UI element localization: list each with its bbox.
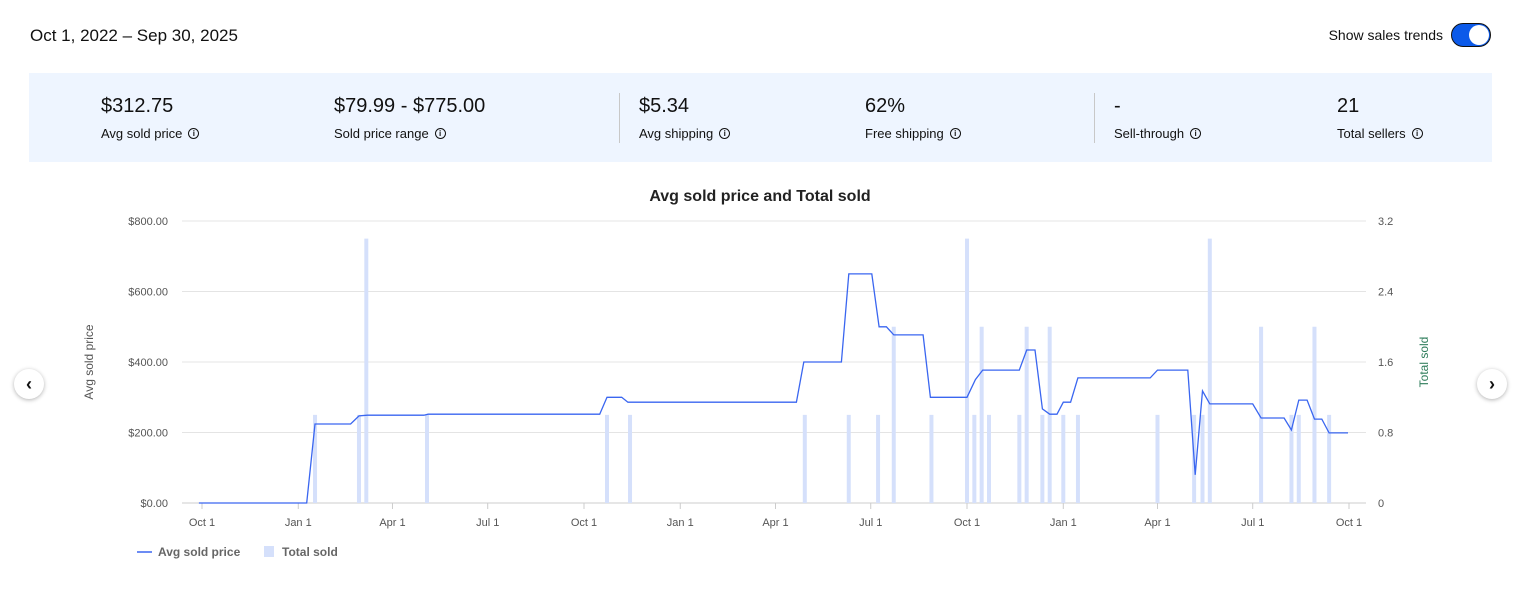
y-tick-left: $200.00 xyxy=(128,428,168,440)
y-tick-right: 2.4 xyxy=(1378,287,1393,299)
stat-label: Avg sold price xyxy=(101,126,183,141)
y-tick-right: 1.6 xyxy=(1378,357,1393,369)
y-tick-left: $600.00 xyxy=(128,287,168,299)
x-tick-label: Jul 1 xyxy=(476,517,499,529)
y-tick-right: 3.2 xyxy=(1378,216,1393,228)
prev-chart-button[interactable]: ‹ xyxy=(14,369,44,399)
bar-total-sold xyxy=(846,414,851,503)
bar-total-sold xyxy=(1296,414,1301,503)
stat-value: $79.99 - $775.00 xyxy=(334,95,486,117)
sales-trends-toggle[interactable] xyxy=(1451,23,1491,47)
info-icon[interactable]: i xyxy=(1411,128,1423,139)
stat-value: $312.75 xyxy=(101,95,174,117)
bar-total-sold xyxy=(364,238,369,503)
info-icon[interactable]: i xyxy=(1190,128,1202,139)
bar-total-sold xyxy=(1061,414,1066,503)
stat-free-shipping: 62% Free shipping i xyxy=(865,95,961,141)
info-icon[interactable]: i xyxy=(949,128,961,139)
bar-total-sold xyxy=(605,414,610,503)
y-tick-left: $400.00 xyxy=(128,357,168,369)
bar-total-sold xyxy=(972,414,977,503)
bar-total-sold xyxy=(1327,414,1332,503)
bar-total-sold xyxy=(986,414,991,503)
x-tick-label: Jan 1 xyxy=(667,517,694,529)
x-tick-label: Jan 1 xyxy=(1050,517,1077,529)
y-tick-left: $0.00 xyxy=(140,498,168,510)
bar-total-sold xyxy=(929,414,934,503)
stats-panel: $312.75 Avg sold price i $79.99 - $775.00 S… xyxy=(29,73,1492,162)
bar-total-sold xyxy=(802,414,807,503)
line-avg-sold-price xyxy=(198,273,1348,504)
info-icon[interactable]: i xyxy=(434,128,446,139)
bar-total-sold xyxy=(1017,414,1022,503)
bar-total-sold xyxy=(356,414,361,503)
x-tick-label: Oct 1 xyxy=(1336,517,1362,529)
bar-total-sold xyxy=(628,414,633,503)
stat-label: Sell-through xyxy=(1114,126,1185,141)
stat-value: 21 xyxy=(1337,95,1360,117)
toggle-knob xyxy=(1469,25,1489,45)
bar-total-sold xyxy=(1024,326,1029,503)
stat-sell-through: - Sell-through i xyxy=(1114,95,1202,141)
y-tick-right: 0.8 xyxy=(1378,428,1393,440)
sales-trends-control: Show sales trends xyxy=(1329,23,1491,47)
stat-label: Free shipping xyxy=(865,126,944,141)
chart-title: Avg sold price and Total sold xyxy=(649,188,870,205)
bar-total-sold xyxy=(1289,414,1294,503)
legend-total-sold: Total sold xyxy=(282,545,338,559)
x-tick-label: Jan 1 xyxy=(285,517,312,529)
stat-label: Avg shipping xyxy=(639,126,714,141)
bar-total-sold xyxy=(1200,414,1205,503)
x-tick-label: Apr 1 xyxy=(379,517,405,529)
bar-total-sold xyxy=(965,238,970,503)
info-icon[interactable]: i xyxy=(719,128,731,139)
bar-total-sold xyxy=(1312,326,1317,503)
x-tick-label: Oct 1 xyxy=(571,517,597,529)
date-range: Oct 1, 2022 – Sep 30, 2025 xyxy=(30,26,238,45)
next-chart-button[interactable]: › xyxy=(1477,369,1507,399)
legend-bar-swatch xyxy=(264,546,274,557)
stat-label: Sold price range xyxy=(334,126,429,141)
bar-total-sold xyxy=(1075,414,1080,503)
chevron-left-icon: ‹ xyxy=(26,373,32,394)
bar-total-sold xyxy=(1259,326,1264,503)
stat-avg-shipping: $5.34 Avg shipping i xyxy=(639,95,731,141)
stat-value: $5.34 xyxy=(639,95,690,117)
stat-label: Total sellers xyxy=(1337,126,1406,141)
bar-total-sold xyxy=(425,414,430,503)
legend-avg-sold-price: Avg sold price xyxy=(158,545,241,559)
stat-value: - xyxy=(1114,95,1121,117)
bar-total-sold xyxy=(1207,238,1212,503)
divider xyxy=(1094,93,1095,143)
x-tick-label: Jul 1 xyxy=(859,517,882,529)
bar-total-sold xyxy=(1047,326,1052,503)
bar-total-sold xyxy=(1155,414,1160,503)
y-tick-right: 0 xyxy=(1378,498,1384,510)
x-tick-label: Apr 1 xyxy=(1144,517,1170,529)
bar-total-sold xyxy=(876,414,881,503)
stat-sold-price-range: $79.99 - $775.00 Sold price range i xyxy=(334,95,485,141)
bar-total-sold xyxy=(979,326,984,503)
chevron-right-icon: › xyxy=(1489,373,1495,394)
stat-avg-sold-price: $312.75 Avg sold price i xyxy=(101,95,200,141)
x-tick-label: Oct 1 xyxy=(189,517,215,529)
y-tick-left: $800.00 xyxy=(128,216,168,228)
y-axis-label-right: Total sold xyxy=(1417,337,1431,388)
bar-total-sold xyxy=(1040,414,1045,503)
x-tick-label: Apr 1 xyxy=(762,517,788,529)
x-tick-label: Oct 1 xyxy=(954,517,980,529)
bar-total-sold xyxy=(313,414,318,503)
info-icon[interactable]: i xyxy=(188,128,200,139)
bar-total-sold xyxy=(891,326,896,503)
stat-total-sellers: 21 Total sellers i xyxy=(1337,95,1423,141)
stat-value: 62% xyxy=(865,95,906,117)
y-axis-label-left: Avg sold price xyxy=(82,324,96,399)
divider xyxy=(619,93,620,143)
x-tick-label: Jul 1 xyxy=(1241,517,1264,529)
sales-trends-label: Show sales trends xyxy=(1328,27,1443,43)
